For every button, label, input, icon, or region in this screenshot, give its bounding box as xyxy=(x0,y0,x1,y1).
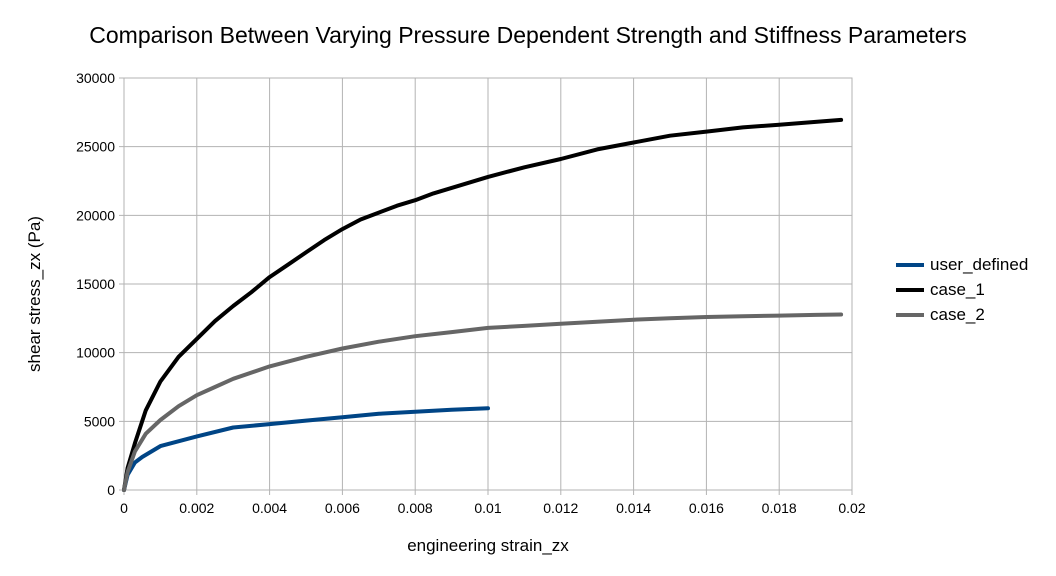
series-line-user-defined xyxy=(122,406,490,492)
axis-layer xyxy=(123,77,853,491)
plot-border xyxy=(123,77,853,491)
legend-label: case_2 xyxy=(930,304,985,324)
x-tick-label: 0.008 xyxy=(398,500,433,516)
legend-item-case-2: case_2 xyxy=(896,302,1028,327)
series-line-case-1 xyxy=(122,117,844,492)
series-line-case-2 xyxy=(122,312,844,492)
y-tick-label: 20000 xyxy=(76,207,115,223)
x-tick-label: 0.006 xyxy=(325,500,360,516)
x-axis-label: engineering strain_zx xyxy=(407,536,569,555)
legend-item-case-1: case_1 xyxy=(896,277,1028,302)
y-tick-label: 30000 xyxy=(76,70,115,86)
x-tick-label: 0 xyxy=(120,500,128,516)
x-tick-label: 0.014 xyxy=(616,500,651,516)
legend-swatch xyxy=(896,287,924,292)
x-tick-label: 0.02 xyxy=(838,500,865,516)
y-tick-label: 0 xyxy=(107,482,115,498)
legend-item-user-defined: user_defined xyxy=(896,252,1028,277)
x-tick-label: 0.01 xyxy=(474,500,501,516)
y-axis-label: shear stress_zx (Pa) xyxy=(25,216,44,372)
y-tick-label: 10000 xyxy=(76,345,115,361)
series-layer xyxy=(122,117,844,492)
grid-layer xyxy=(119,77,853,495)
y-tick-label: 25000 xyxy=(76,139,115,155)
y-tick-label: 5000 xyxy=(84,413,115,429)
legend-label: user_defined xyxy=(930,254,1029,274)
legend: user_defined case_1 case_2 xyxy=(896,252,1028,327)
x-tick-label: 0.018 xyxy=(762,500,797,516)
tick-layer: 0 0.002 0.004 0.006 0.008 0.01 0.012 0.014 0.016… xyxy=(76,70,866,516)
legend-swatch xyxy=(896,312,924,317)
y-tick-label: 15000 xyxy=(76,276,115,292)
x-tick-label: 0.016 xyxy=(689,500,724,516)
x-tick-label: 0.002 xyxy=(179,500,214,516)
x-tick-label: 0.004 xyxy=(252,500,287,516)
legend-swatch xyxy=(896,262,924,267)
chart-title: Comparison Between Varying Pressure Depe… xyxy=(89,22,967,48)
legend-label: case_1 xyxy=(930,279,985,299)
x-tick-label: 0.012 xyxy=(543,500,578,516)
